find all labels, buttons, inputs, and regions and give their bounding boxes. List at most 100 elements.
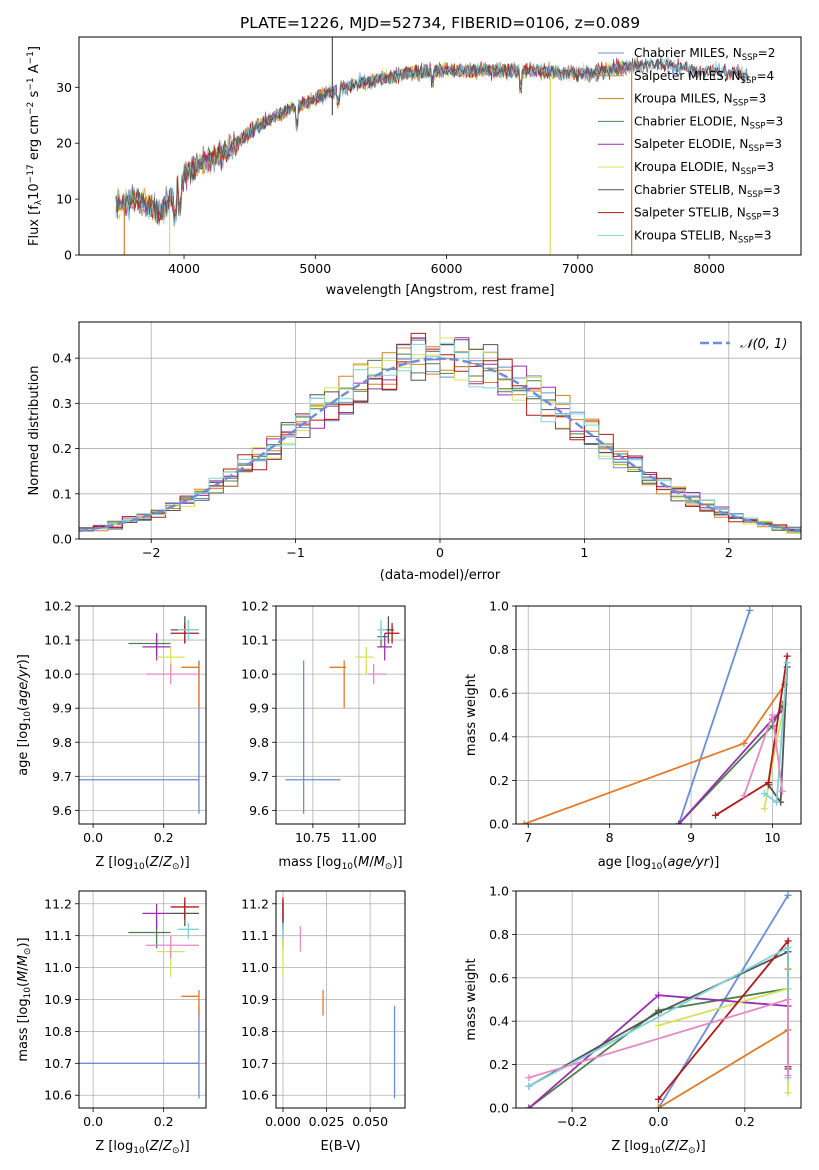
label-part: age [log xyxy=(598,855,651,870)
y-tick-label: 11.0 xyxy=(44,960,72,975)
label-part: Z xyxy=(162,855,173,870)
label-part: ( xyxy=(145,1139,150,1154)
x-tick-label: 0.0 xyxy=(83,830,103,845)
x-tick-label: 5000 xyxy=(299,261,331,276)
label-part: A xyxy=(27,64,42,77)
y-tick-label: 10 xyxy=(56,192,72,207)
y-tick-label: 11.1 xyxy=(241,928,269,943)
legend-entry: Kroupa STELIB, NSSP=3 xyxy=(634,228,772,245)
residuals-panel: −2 −1 0 1 2 0.0 0.1 0.2 0.3 0.4 𝒩(0, 1) (data-model… xyxy=(27,321,802,583)
legend-entry: Chabrier MILES, NSSP=2 xyxy=(634,46,775,63)
label-part: Normed distribution xyxy=(27,366,42,496)
label-part: / xyxy=(16,966,31,971)
y-axis-label: Normed distribution xyxy=(27,366,42,496)
figure-title: PLATE=1226, MJD=52734, FIBERID=0106, z=0… xyxy=(240,14,640,32)
y-axis-label: age [log10(age/yr)] xyxy=(16,654,33,776)
axes-frame xyxy=(78,321,802,540)
legend-text: Salpeter STELIB, N xyxy=(634,206,746,220)
legend-suffix: =3 xyxy=(756,160,774,174)
label-part: / xyxy=(159,1139,164,1154)
label-part: M xyxy=(16,955,31,966)
y-tick-label: 9.6 xyxy=(52,803,72,818)
label-part: 10 xyxy=(133,1146,145,1156)
label-part: ⊙ xyxy=(172,1146,180,1156)
label-part: 10 xyxy=(27,183,42,200)
label-part: erg cm xyxy=(27,115,42,164)
y-tick-label: 10.1 xyxy=(241,633,269,648)
y-tick-label: 0.4 xyxy=(52,351,72,366)
weight-lines xyxy=(525,891,792,1108)
label-part: Z xyxy=(149,855,160,870)
errorbars xyxy=(79,616,200,814)
label-part: Z xyxy=(678,1139,689,1154)
label-part: s xyxy=(27,90,42,101)
y-tick-label: 9.7 xyxy=(52,769,72,784)
legend-text: Kroupa STELIB, N xyxy=(634,228,738,242)
x-tick-label: −0.2 xyxy=(557,1114,587,1129)
x-tick-label: 6000 xyxy=(431,261,463,276)
weight-series xyxy=(658,969,789,1108)
x-axis-label: Z [log10(Z/Z⊙)] xyxy=(95,1139,189,1156)
y-tick-label: 30 xyxy=(56,80,72,95)
legend-suffix: =3 xyxy=(766,114,784,128)
axes-frame xyxy=(78,890,207,1109)
label-part: / xyxy=(675,1139,680,1154)
y-tick-label: 10.6 xyxy=(241,1088,269,1103)
x-tick-label: 10 xyxy=(765,830,781,845)
y-axis-label: mass weight xyxy=(464,958,479,1040)
y-tick-label: 9.9 xyxy=(52,701,72,716)
legend-sub: SSP xyxy=(750,121,766,131)
y-tick-label: 11.0 xyxy=(241,960,269,975)
y-tick-label: 10.6 xyxy=(44,1088,72,1103)
label-part: Z [log xyxy=(611,1139,649,1154)
label-part: 10 xyxy=(23,711,33,723)
weight-lines xyxy=(520,606,791,824)
x-axis-label: mass [log10(M/M⊙)] xyxy=(278,855,402,872)
y-tick-label: 0.8 xyxy=(489,642,509,657)
legend-entry: Kroupa MILES, NSSP=3 xyxy=(634,92,766,109)
y-tick-label: 0.4 xyxy=(489,729,509,744)
x-axis-label: E(B-V) xyxy=(320,1139,360,1154)
y-tick-label: 0.6 xyxy=(489,970,509,985)
x-tick-label: 0.000 xyxy=(265,1114,301,1129)
legend-sub: SSP xyxy=(738,235,754,245)
y-tick-label: 0.2 xyxy=(489,1057,509,1072)
axes-frame xyxy=(78,36,802,256)
legend-text: Chabrier STELIB, N xyxy=(634,183,747,197)
label-part: )] xyxy=(180,1139,190,1154)
label-part: Z [log xyxy=(95,1139,133,1154)
y-axis-label: mass [log10(M/M⊙)] xyxy=(16,937,33,1061)
legend-suffix: =3 xyxy=(763,183,781,197)
y-tick-label: 10.0 xyxy=(241,667,269,682)
x-tick-label: 0.050 xyxy=(352,1114,388,1129)
label-part: mass weight xyxy=(464,958,479,1040)
y-tick-label: 0.0 xyxy=(489,1101,509,1116)
y-axis-label: mass weight xyxy=(464,674,479,756)
y-tick-label: 20 xyxy=(56,136,72,151)
label-part: ( xyxy=(145,855,150,870)
legend-text: Kroupa ELODIE, N xyxy=(634,160,741,174)
legend-text: Chabrier MILES, N xyxy=(634,46,742,60)
z-weight-panel: −0.2 0.0 0.20.00.20.40.60.81.0Z [log10(Z/Z… xyxy=(464,884,802,1156)
y-tick-label: 0.2 xyxy=(489,773,509,788)
errorbars xyxy=(285,616,400,814)
legend-entry: Salpeter MILES, NSSP=4 xyxy=(634,69,774,86)
label-part: ] xyxy=(27,46,42,51)
y-tick-label: 9.8 xyxy=(52,735,72,750)
label-part: )] xyxy=(180,855,190,870)
legend-text: Salpeter ELODIE, N xyxy=(634,137,748,151)
label-part: −2 xyxy=(26,102,36,115)
y-tick-label: 0.1 xyxy=(52,486,72,501)
label-part: 10 xyxy=(342,862,354,872)
z-age-panel: 0.0 0.29.69.79.89.910.010.110.2Z [log10(Z… xyxy=(16,599,207,872)
label-part: )] xyxy=(16,654,31,664)
errorbars xyxy=(282,897,396,1099)
y-tick-label: 11.1 xyxy=(44,928,72,943)
label-part: ⊙ xyxy=(23,948,33,956)
x-axis-label: wavelength [Angstrom, rest frame] xyxy=(326,283,555,298)
y-tick-label: 0 xyxy=(64,248,72,263)
legend-entry: 𝒩(0, 1) xyxy=(740,337,787,352)
x-tick-label: 7 xyxy=(524,830,532,845)
weight-series xyxy=(678,610,751,824)
